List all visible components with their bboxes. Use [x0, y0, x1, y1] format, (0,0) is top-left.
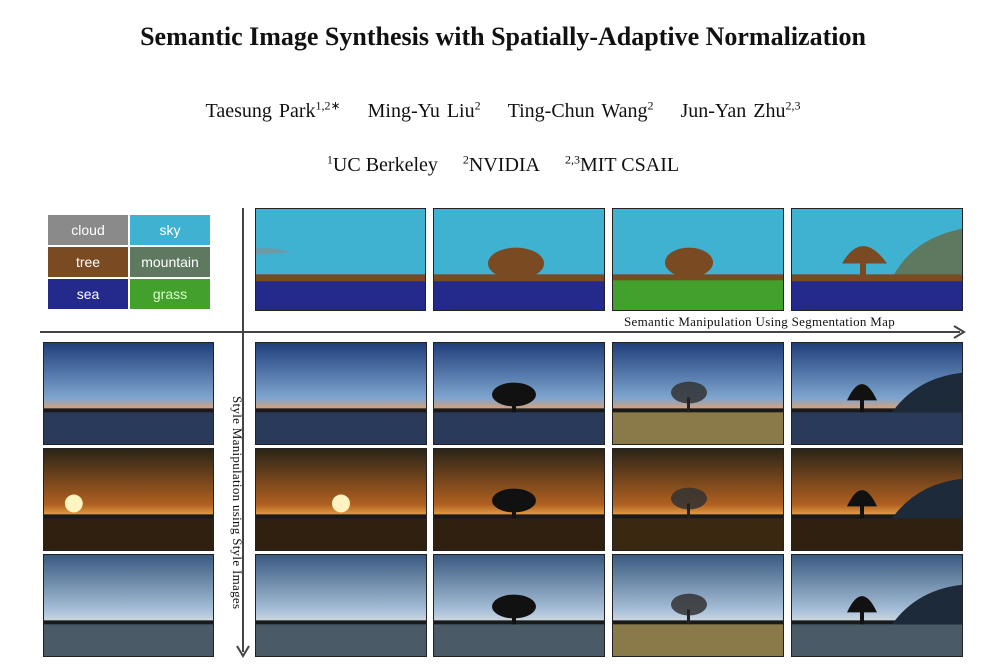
author-sup: 2 [474, 98, 481, 112]
style-image [43, 554, 214, 657]
arrow-right-icon [953, 325, 966, 339]
segmentation-map-4 [791, 208, 963, 311]
author: Jun-Yan Zhu2,3 [680, 98, 801, 122]
author-name: Jun-Yan Zhu [680, 99, 786, 122]
vertical-axis-label: Style Manipulation using Style Images [230, 396, 245, 610]
affiliation-name: NVIDIA [468, 153, 540, 176]
segmentation-map-3 [612, 208, 784, 311]
arrow-down-icon [236, 645, 250, 658]
author-name: Ming-Yu Liu [367, 99, 475, 122]
affiliation-sup: 1 [326, 152, 333, 166]
horizontal-axis-label: Semantic Manipulation Using Segmentation… [624, 314, 895, 329]
author-sup: 2 [647, 98, 654, 112]
affiliation: 1UC Berkeley [326, 152, 438, 176]
style-image [43, 342, 214, 445]
synthesized-image [791, 554, 963, 657]
style-image [43, 448, 214, 551]
legend-grass: grass [130, 279, 210, 309]
synthesized-image [255, 554, 427, 657]
legend-sky: sky [130, 215, 210, 245]
affiliation-name: UC Berkeley [332, 153, 438, 176]
synthesized-image [612, 342, 784, 445]
segmentation-map-1 [255, 208, 426, 311]
author-name: Taesung Park [205, 99, 316, 122]
affiliation-sup: 2,3 [564, 152, 580, 166]
synthesized-image [791, 448, 963, 551]
author: Taesung Park1,2∗ [205, 98, 341, 122]
segmentation-map-2 [433, 208, 605, 311]
legend-tree: tree [48, 247, 128, 277]
synthesized-image [255, 448, 427, 551]
synthesized-image [433, 342, 605, 445]
author: Ming-Yu Liu2 [367, 98, 481, 122]
synthesized-image [791, 342, 963, 445]
author: Ting-Chun Wang2 [507, 98, 654, 122]
synthesized-image [612, 448, 784, 551]
legend-cloud: cloud [48, 215, 128, 245]
author-name: Ting-Chun Wang [507, 99, 648, 122]
paper-title: Semantic Image Synthesis with Spatially-… [140, 22, 866, 51]
synthesized-image [433, 448, 605, 551]
affiliation: 2,3MIT CSAIL [564, 152, 680, 176]
legend-sea: sea [48, 279, 128, 309]
synthesized-image [255, 342, 427, 445]
affiliation-sup: 2 [462, 152, 469, 166]
synthesized-image [612, 554, 784, 657]
author-list: Taesung Park1,2∗ Ming-Yu Liu2 Ting-Chun … [0, 98, 1006, 123]
author-sup: 1,2∗ [315, 98, 341, 112]
affiliation: 2NVIDIA [462, 152, 540, 176]
legend-mountain: mountain [130, 247, 210, 277]
author-sup: 2,3 [785, 98, 801, 112]
synthesized-image [433, 554, 605, 657]
affiliation-name: MIT CSAIL [579, 153, 680, 176]
affiliation-list: 1UC Berkeley 2NVIDIA 2,3MIT CSAIL [0, 152, 1006, 177]
